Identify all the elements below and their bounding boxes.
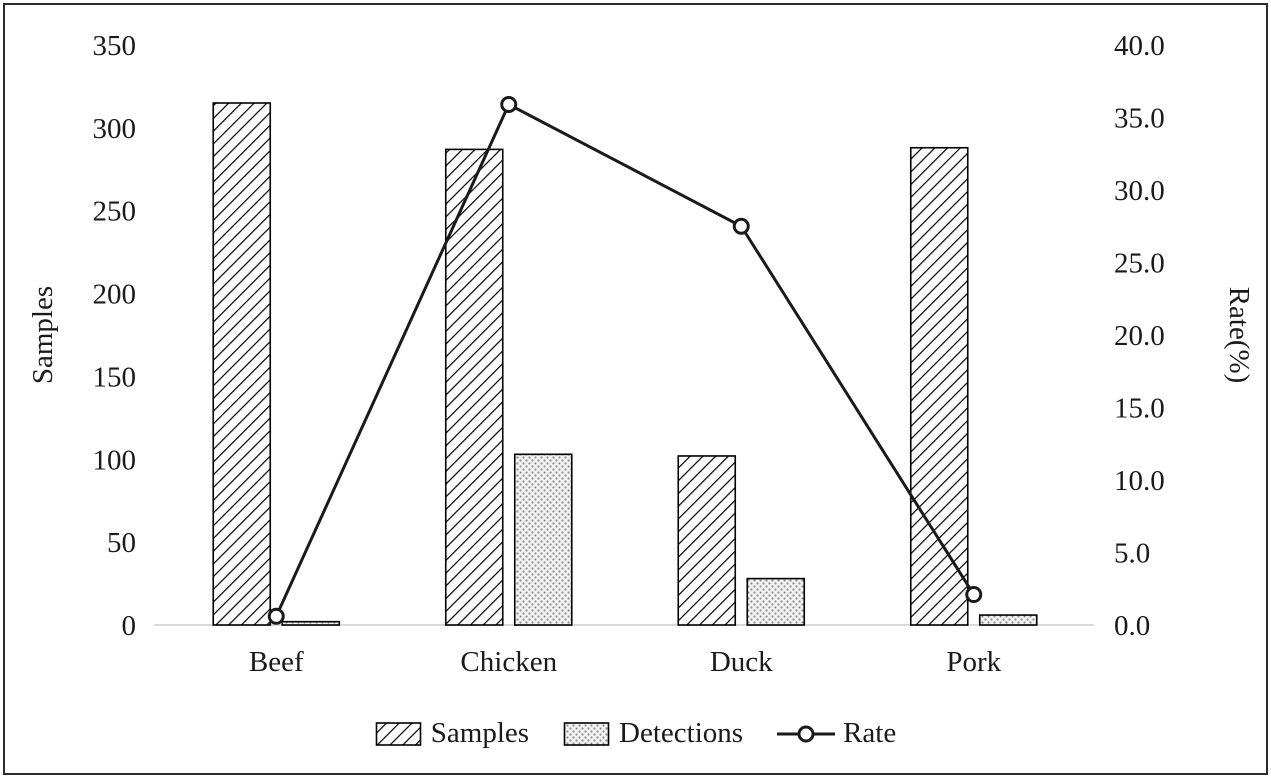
legend-item-detections: Detections <box>563 719 743 748</box>
legend-label-rate: Rate <box>843 717 897 749</box>
right-axis-title: Rate(%) <box>1223 287 1255 384</box>
left-axis-tick: 350 <box>93 30 137 62</box>
rate-line-swatch-icon <box>777 725 836 742</box>
left-axis-tick: 0 <box>122 610 137 642</box>
x-category-label: Duck <box>710 646 773 678</box>
legend-item-samples: Samples <box>375 719 529 748</box>
left-axis-tick: 50 <box>107 527 136 559</box>
detections-bar <box>513 453 573 626</box>
legend-item-rate: Rate <box>777 719 896 748</box>
left-axis-tick: 200 <box>93 279 137 311</box>
rate-marker <box>965 586 983 604</box>
samples-bar <box>444 148 504 626</box>
samples-bar <box>212 102 272 626</box>
rate-line <box>274 102 976 617</box>
x-category-label: Chicken <box>460 646 557 678</box>
left-axis-tick: 300 <box>93 113 137 145</box>
right-axis-tick: 25.0 <box>1114 248 1165 280</box>
rate-marker <box>732 217 750 235</box>
legend-label-detections: Detections <box>619 717 744 749</box>
right-axis-tick: 5.0 <box>1114 538 1150 570</box>
samples-bar <box>677 455 737 626</box>
samples-bar <box>909 146 969 626</box>
samples-hatch-swatch-icon <box>375 721 422 746</box>
right-axis-tick: 40.0 <box>1114 30 1165 62</box>
left-axis-title: Samples <box>27 286 59 384</box>
right-axis-tick: 0.0 <box>1114 610 1150 642</box>
left-axis-tick: 100 <box>93 444 137 476</box>
detections-stipple-swatch-icon <box>563 721 610 746</box>
right-axis-tick: 30.0 <box>1114 175 1165 207</box>
x-category-label: Pork <box>946 646 1001 678</box>
legend-label-samples: Samples <box>430 717 530 749</box>
right-axis-tick: 15.0 <box>1114 393 1165 425</box>
right-axis-tick: 10.0 <box>1114 465 1165 497</box>
x-category-label: Beef <box>249 646 304 678</box>
detections-bar <box>978 614 1038 626</box>
left-axis-tick: 150 <box>93 361 137 393</box>
left-axis-tick: 250 <box>93 196 137 228</box>
detections-bar <box>281 620 341 626</box>
right-axis-tick: 20.0 <box>1114 320 1165 352</box>
rate-marker <box>267 607 285 625</box>
rate-marker <box>500 95 518 113</box>
right-axis-tick: 35.0 <box>1114 103 1165 135</box>
chart-legend: Samples Detections Rate <box>0 719 1271 748</box>
detections-bar <box>746 577 806 626</box>
